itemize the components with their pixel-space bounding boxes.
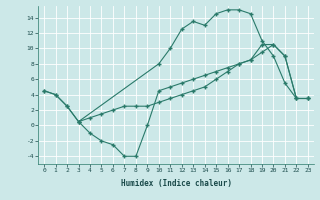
X-axis label: Humidex (Indice chaleur): Humidex (Indice chaleur) — [121, 179, 231, 188]
